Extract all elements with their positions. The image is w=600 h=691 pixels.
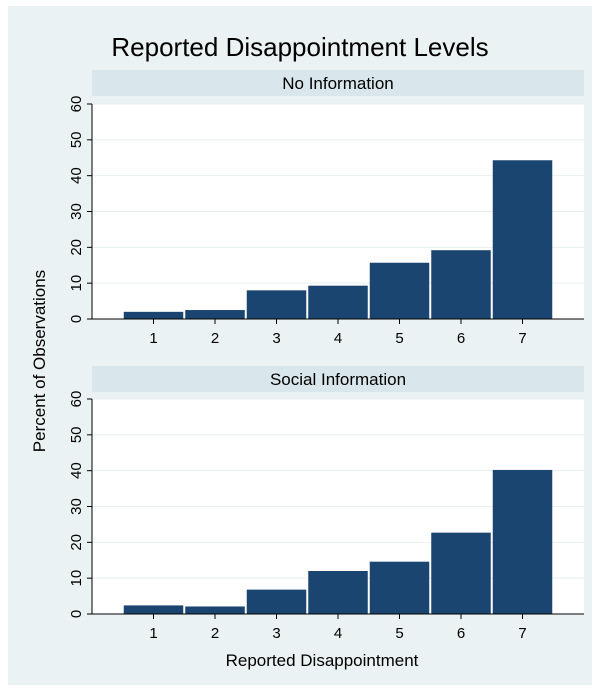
panel-strip [92,70,584,96]
figure-background: Reported Disappointment Levels Percent o… [8,6,592,685]
bar [492,469,553,614]
x-axis-title: Reported Disappointment [226,651,419,670]
y-tick-label: 0 [68,315,85,323]
x-tick-label: 3 [272,625,280,642]
x-tick-label: 3 [272,330,280,347]
bar [123,605,184,614]
x-tick-label: 1 [149,330,157,347]
y-tick-label: 50 [68,131,85,148]
x-tick-label: 5 [395,330,403,347]
x-tick-label: 2 [211,625,219,642]
x-tick-label: 7 [518,625,526,642]
bar [492,160,553,319]
y-tick-label: 20 [68,239,85,256]
panel-0: No Information 0 10 20 30 40 50 60 1 2 3 4 5 6 7 [68,70,584,347]
y-tick-label: 30 [68,203,85,220]
y-axis-title: Percent of Observations [30,270,49,452]
x-tick-label: 4 [334,625,342,642]
y-tick-label: 50 [68,426,85,443]
y-tick-label: 60 [68,96,85,113]
bar [431,532,491,614]
bar [185,310,245,319]
chart-title: Reported Disappointment Levels [111,32,488,62]
bar [308,571,368,614]
bar [123,311,184,319]
bar [246,589,307,614]
bar [431,250,491,319]
x-tick-label: 5 [395,625,403,642]
y-tick-label: 0 [68,610,85,618]
y-tick-label: 20 [68,534,85,551]
x-tick-label: 6 [457,330,465,347]
y-tick-label: 10 [68,275,85,292]
panel-title: Social Information [270,370,406,389]
bar [246,290,307,319]
bar [185,606,245,614]
x-tick-label: 7 [518,330,526,347]
panel-title: No Information [282,74,394,93]
y-tick-label: 30 [68,498,85,515]
y-tick-label: 40 [68,462,85,479]
x-tick-label: 1 [149,625,157,642]
panel-1: Social Information 0 10 20 30 40 50 60 1 2 3 4 5 6 7 [68,366,584,642]
y-tick-label: 60 [68,391,85,408]
histogram-chart: Reported Disappointment Levels Percent o… [30,32,584,670]
x-tick-label: 2 [211,330,219,347]
x-tick-label: 4 [334,330,342,347]
panel-strip [92,366,584,392]
bar [369,262,430,319]
x-tick-label: 6 [457,625,465,642]
bar [369,561,430,614]
y-tick-label: 40 [68,167,85,184]
bar [308,285,368,319]
y-tick-label: 10 [68,570,85,587]
